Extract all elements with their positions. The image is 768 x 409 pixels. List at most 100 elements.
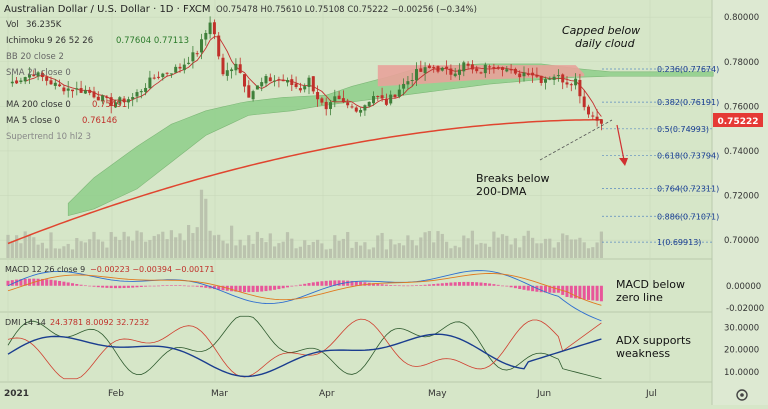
volume-bar (281, 241, 285, 258)
candle-body (79, 88, 83, 93)
candle-body (320, 98, 324, 103)
volume-bar (191, 233, 195, 258)
macd-histogram-bar (324, 280, 328, 286)
candle-body (556, 75, 560, 77)
volume-bar (320, 243, 324, 258)
volume-bar (359, 245, 363, 258)
volume-bar (466, 238, 470, 258)
candle-body (32, 74, 36, 77)
volume-bar (242, 245, 247, 258)
macd-histogram-bar (230, 285, 234, 292)
annotation-adx-line2: weakness (616, 347, 670, 360)
candle-body (109, 97, 113, 106)
volume-bar (204, 198, 208, 258)
candle-body (251, 91, 255, 100)
time-axis-label: Mar (211, 389, 228, 399)
volume-bar (591, 247, 595, 258)
macd-histogram-bar (449, 282, 453, 286)
ma200-line (7, 118, 602, 245)
macd-histogram-bar (281, 285, 285, 289)
current-price-label: 0.75222 (718, 117, 759, 127)
macd-histogram-bar (290, 285, 294, 287)
macd-histogram-bar (479, 282, 483, 286)
price-axis-label: 0.80000 (724, 13, 759, 23)
volume-bar (363, 242, 367, 258)
candle-body (230, 69, 234, 72)
annotation-cloud-line1: Capped below (562, 24, 640, 37)
annotation-dma-line2: 200-DMA (476, 185, 527, 198)
volume-bar (208, 230, 212, 258)
candle-body (595, 116, 599, 121)
candle-body (389, 94, 393, 104)
macd-histogram-bar (372, 283, 375, 286)
macd-histogram-bar (105, 285, 109, 288)
volume-bar (118, 240, 122, 258)
candle-body (152, 77, 156, 79)
volume-bar (440, 233, 444, 258)
fib-label: 0.382(0.76191) (657, 98, 719, 107)
candle-body (324, 101, 328, 110)
volume-bar (285, 232, 290, 258)
ohlc-readout: O0.75478 H0.75610 L0.75108 C0.75222 −0.0… (216, 5, 477, 15)
macd-histogram-bar (423, 284, 427, 286)
volume-bar (131, 240, 135, 258)
candle-body (311, 76, 315, 92)
candle-body (40, 73, 44, 78)
macd-histogram-bar (36, 278, 40, 286)
candle-body (49, 80, 53, 85)
legend-supertrend-name: Supertrend 10 hl2 3 (6, 132, 91, 142)
macd-histogram-bar (587, 285, 590, 300)
time-axis-label: Jul (645, 389, 657, 399)
current-price-badge (713, 113, 763, 127)
macd-histogram-bar (161, 285, 165, 287)
macd-histogram-bar (462, 281, 466, 286)
macd-histogram-bar (303, 283, 307, 286)
candle-body (217, 35, 221, 57)
macd-histogram-bar (71, 283, 74, 286)
candle-body (561, 74, 565, 83)
macd-histogram-bar (595, 285, 599, 301)
macd-histogram-bar (488, 283, 492, 286)
volume-bar (174, 237, 178, 258)
macd-histogram-bar (109, 285, 113, 289)
volume-bar (574, 239, 578, 258)
volume-bar (126, 236, 130, 258)
volume-bar (10, 240, 14, 258)
legend-ma200-name: MA 200 close 0 (6, 100, 71, 110)
volume-bar (427, 231, 431, 258)
candle-body (350, 106, 354, 108)
macd-histogram-bar (483, 282, 487, 286)
time-axis-label: Feb (108, 389, 124, 399)
macd-histogram-bar (234, 285, 238, 292)
candle-body (247, 85, 251, 98)
volume-bar (367, 249, 371, 258)
volume-bar (58, 248, 62, 258)
fib-label: 1(0.69913) (657, 238, 701, 247)
macd-histogram-bar (384, 284, 388, 286)
volume-bar (531, 237, 535, 258)
volume-bar (569, 239, 573, 258)
macd-histogram-bar (131, 285, 135, 288)
macd-histogram-bar (6, 280, 10, 286)
candle-body (307, 77, 311, 87)
candle-body (105, 96, 109, 98)
volume-bar (45, 248, 49, 258)
fib-label: 0.618(0.73794) (657, 152, 719, 161)
candle-body (122, 98, 126, 103)
volume-bar (139, 232, 143, 258)
macd-histogram-bar (101, 285, 105, 288)
volume-bar (462, 235, 466, 258)
volume-bar (221, 240, 225, 258)
candle-body (144, 87, 148, 92)
candle-body (101, 95, 105, 102)
candle-body (303, 86, 307, 90)
candle-body (479, 72, 483, 74)
dmi-axis-label: 30.0000 (724, 323, 759, 333)
gear-icon[interactable] (736, 389, 748, 401)
macd-histogram-bar (83, 285, 87, 287)
macd-histogram-bar (470, 282, 474, 286)
candle-body (410, 80, 414, 82)
macd-histogram-bar (569, 285, 573, 298)
candle-body (118, 97, 122, 104)
